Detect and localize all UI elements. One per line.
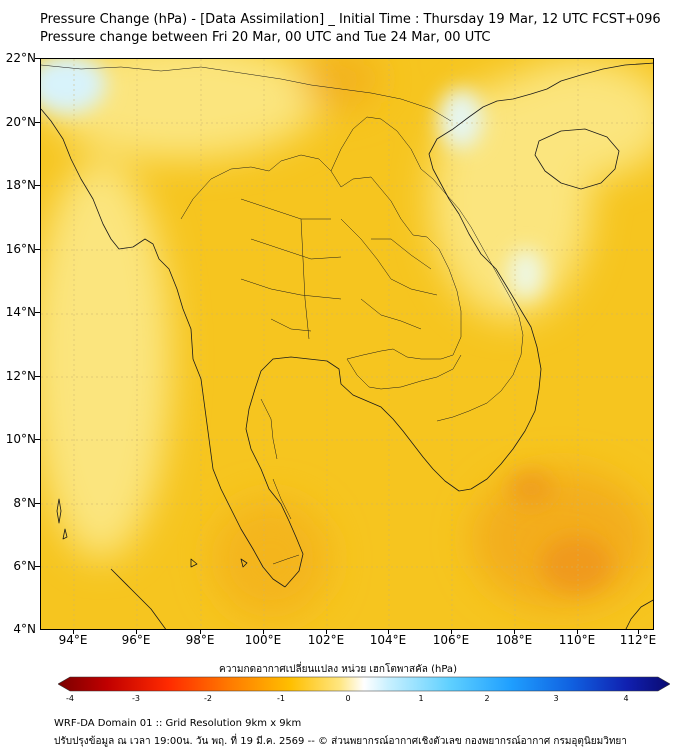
colorbar	[57, 676, 671, 692]
colorbar-tick: -4	[66, 694, 74, 703]
border-china	[41, 64, 452, 122]
colorbar-graphic	[57, 676, 671, 692]
pressure-change-map	[40, 58, 654, 630]
chart-title: Pressure Change (hPa) - [Data Assimilati…	[40, 12, 661, 27]
lon-tick-label: 106°E	[432, 633, 470, 647]
colorbar-bar	[57, 676, 671, 692]
colorbar-label: ความกดอากาศเปลี่ยนแปลง หน่วย เฮกโตพาสคัล…	[219, 664, 457, 675]
chart-subtitle: Pressure change between Fri 20 Mar, 00 U…	[40, 30, 491, 45]
colorbar-tick: -1	[277, 694, 285, 703]
lat-tick-label: 8°N	[13, 496, 36, 510]
lon-tick-label: 104°E	[369, 633, 407, 647]
colorbar-tick: 0	[345, 694, 351, 703]
lon-tick-label: 100°E	[244, 633, 282, 647]
border-laos-vietnam	[330, 116, 524, 422]
lat-tick-label: 6°N	[13, 559, 36, 573]
field-orange-core-2	[541, 536, 611, 592]
lat-tick-mark	[35, 122, 40, 123]
lat-tick-mark	[35, 376, 40, 377]
border-myanmar-thailand	[180, 154, 462, 360]
lat-tick-label: 16°N	[5, 242, 36, 256]
field-cyan-northwest	[41, 59, 106, 114]
lat-tick-mark	[35, 185, 40, 186]
lon-tick-label: 94°E	[58, 633, 88, 647]
lat-tick-label: 22°N	[5, 51, 36, 65]
graticule	[41, 59, 653, 629]
field-cyan-coast	[508, 249, 544, 299]
lat-tick-label: 20°N	[5, 115, 36, 129]
lon-tick-mark	[388, 630, 389, 634]
lon-tick-mark	[577, 630, 578, 634]
lon-tick-label: 98°E	[185, 633, 215, 647]
country-borders	[41, 64, 524, 565]
field-light-west	[41, 159, 171, 559]
coast-island-4	[240, 558, 248, 568]
lon-tick-mark	[514, 630, 515, 634]
field-orange-core-1	[509, 471, 553, 507]
field-light-north	[41, 59, 321, 159]
border-thai-malay	[272, 554, 300, 565]
lon-tick-label: 102°E	[307, 633, 345, 647]
lon-tick-mark	[451, 630, 452, 634]
coast-bay-of-bengal	[41, 108, 286, 588]
coast-hainan	[534, 128, 620, 190]
lat-tick-label: 4°N	[13, 622, 36, 636]
lon-tick-label: 108°E	[495, 633, 533, 647]
colorbar-tick: -3	[132, 694, 140, 703]
colorbar-tick: 4	[623, 694, 629, 703]
footer-update-info: ปรับปรุงข้อมูล ณ เวลา 19:00น. วัน พฤ. ที…	[54, 736, 627, 747]
lat-tick-label: 18°N	[5, 178, 36, 192]
coast-island-2	[62, 528, 68, 540]
colorbar-tick: 3	[553, 694, 559, 703]
lat-tick-mark	[35, 439, 40, 440]
lon-tick-mark	[263, 630, 264, 634]
lon-tick-mark	[136, 630, 137, 634]
lon-tick-label: 110°E	[558, 633, 596, 647]
pressure-field	[41, 59, 653, 629]
colorbar-tick: 2	[484, 694, 490, 703]
lon-tick-mark	[73, 630, 74, 634]
field-light-northeast	[491, 59, 653, 179]
colorbar-tick: 1	[418, 694, 424, 703]
field-cyan-gulf-tonkin	[439, 89, 483, 149]
lon-tick-mark	[326, 630, 327, 634]
lon-tick-label: 112°E	[619, 633, 657, 647]
border-cambodia	[346, 354, 462, 390]
lat-tick-mark	[35, 312, 40, 313]
lat-tick-label: 10°N	[5, 432, 36, 446]
coast-borneo	[625, 599, 653, 629]
coast-gulf-of-thailand	[245, 62, 653, 588]
field-orange-south	[211, 499, 331, 619]
lat-tick-mark	[35, 566, 40, 567]
colorbar-tick: -2	[204, 694, 212, 703]
map-canvas	[41, 59, 653, 629]
coast-island-3	[190, 558, 198, 568]
lat-tick-mark	[35, 249, 40, 250]
field-orange-north	[301, 59, 381, 109]
coast-sumatra	[110, 568, 167, 629]
lat-tick-mark	[35, 503, 40, 504]
coast-andaman	[56, 498, 62, 524]
lat-tick-label: 14°N	[5, 305, 36, 319]
lon-tick-mark	[200, 630, 201, 634]
coastlines	[41, 62, 653, 629]
lat-tick-mark	[35, 58, 40, 59]
lon-tick-label: 96°E	[121, 633, 151, 647]
footer-model-info: WRF-DA Domain 01 :: Grid Resolution 9km …	[54, 718, 302, 729]
lat-tick-label: 12°N	[5, 369, 36, 383]
province-lines	[240, 198, 438, 520]
lon-tick-mark	[638, 630, 639, 634]
